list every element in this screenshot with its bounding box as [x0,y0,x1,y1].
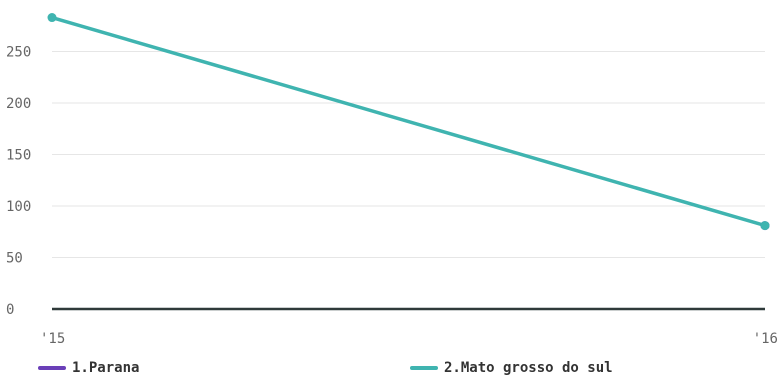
legend-item-parana[interactable]: 1.Parana [38,360,139,376]
y-tick-label: 200 [6,96,31,112]
legend-label: 1.Parana [72,360,140,376]
legend-swatch [38,366,66,370]
y-tick-label: 100 [6,199,31,215]
legend-item-mato-grosso-do-sul[interactable]: 2.Mato grosso do sul [410,360,613,376]
y-tick-label: 150 [6,148,31,164]
y-tick-label: 50 [6,251,23,267]
series-line [50,15,767,228]
series-group [47,13,770,231]
line-chart: 0 50 100 150 200 250 '15 '16 [6,13,778,347]
legend-label: 2.Mato grosso do sul [444,360,613,376]
y-axis-ticks: 0 50 100 150 200 250 [6,45,31,319]
x-tick-label: '16 [753,331,778,347]
legend: 1.Parana 2.Mato grosso do sul [0,360,780,380]
x-axis-ticks: '15 '16 [40,331,778,347]
y-tick-label: 0 [6,302,14,318]
legend-swatch [410,366,438,370]
data-point [760,221,770,231]
data-point [47,13,57,23]
y-tick-label: 250 [6,45,31,61]
x-tick-label: '15 [40,331,65,347]
grid-lines [52,51,765,311]
